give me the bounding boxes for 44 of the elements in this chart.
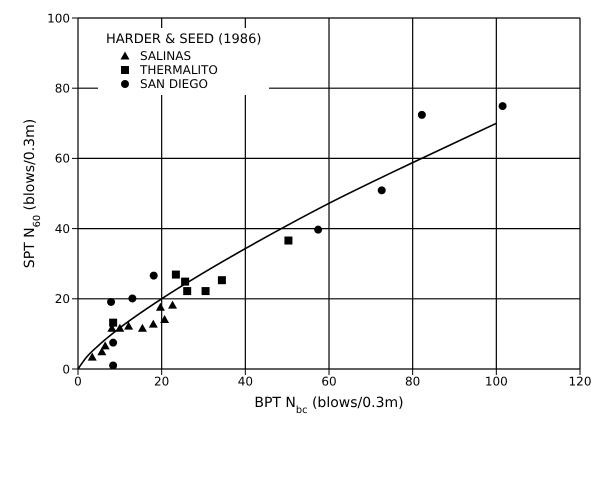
point xyxy=(183,287,192,296)
x-tick-label: 80 xyxy=(405,374,420,389)
y-tick-label: 20 xyxy=(54,292,70,306)
y-tick-label: 100 xyxy=(47,11,70,26)
point xyxy=(97,347,106,356)
point xyxy=(124,322,134,330)
point xyxy=(128,294,136,302)
point xyxy=(88,352,97,361)
x-tick-label: 60 xyxy=(321,374,337,389)
point xyxy=(498,102,507,110)
legend-label: THERMALITO xyxy=(139,63,219,77)
x-tick-label: 100 xyxy=(484,374,508,389)
legend-label: SAN DIEGO xyxy=(139,77,209,91)
point xyxy=(109,338,118,347)
point xyxy=(218,276,226,284)
point xyxy=(156,302,165,311)
legend-title: HARDER & SEED (1986) xyxy=(106,32,262,47)
point xyxy=(150,272,158,280)
x-axis-title: BPT N$_{bc}$ (blows/0.3m) xyxy=(254,395,404,416)
legend-label: SALINAS xyxy=(139,49,192,63)
point xyxy=(107,298,116,306)
point xyxy=(138,324,147,332)
point xyxy=(314,226,322,234)
point xyxy=(100,341,110,350)
point xyxy=(378,186,386,194)
point xyxy=(202,287,210,296)
point xyxy=(284,236,292,245)
y-tick-label: 0 xyxy=(62,362,70,376)
y-tick-label: 40 xyxy=(54,222,70,236)
point xyxy=(418,110,426,119)
x-tick-label: 40 xyxy=(238,374,253,389)
y-tick-label: 60 xyxy=(54,152,70,166)
point xyxy=(109,361,118,369)
x-tick-label: 120 xyxy=(568,374,592,389)
point xyxy=(168,300,178,309)
point xyxy=(181,278,190,286)
point xyxy=(109,318,118,327)
point xyxy=(160,315,170,324)
point xyxy=(115,324,124,332)
x-tick-label: 20 xyxy=(154,374,170,389)
x-tick-label: 0 xyxy=(74,374,82,389)
point xyxy=(172,270,180,279)
y-tick-label: 80 xyxy=(54,81,70,96)
point xyxy=(148,320,158,328)
